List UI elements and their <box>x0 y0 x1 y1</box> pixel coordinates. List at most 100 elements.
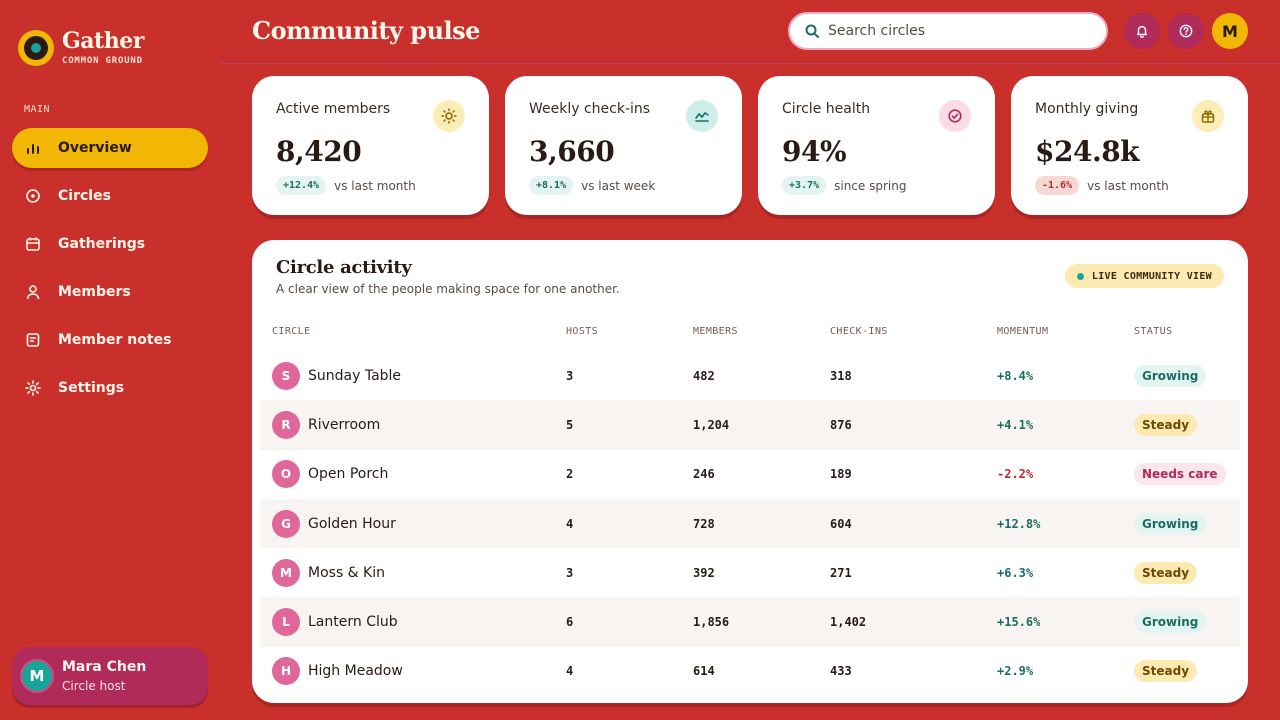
nav-section-label: MAIN <box>24 104 51 115</box>
circle-name[interactable]: Open Porch <box>308 466 389 483</box>
members-value: 1,204 <box>693 417 730 432</box>
sidebar-item-label: Overview <box>58 140 132 156</box>
column-header-checkins[interactable]: CHECK-INS <box>830 326 888 337</box>
sidebar-item-label: Circles <box>58 188 111 204</box>
circle-avatar: H <box>272 657 300 686</box>
bell-icon <box>1135 24 1149 38</box>
column-header-momentum[interactable]: MOMENTUM <box>997 326 1049 337</box>
delta-badge: -1.6% <box>1035 176 1080 195</box>
circle-avatar: L <box>272 608 300 637</box>
stat-compare: vs last month <box>334 178 416 193</box>
table-row[interactable]: O Open Porch 2 246 189 -2.2% Needs care <box>260 450 1240 499</box>
status-badge: Steady <box>1134 561 1198 584</box>
checkins-value: 876 <box>830 417 852 432</box>
table-row[interactable]: S Sunday Table 3 482 318 +8.4% Growing <box>260 351 1240 400</box>
circle-dot-icon <box>24 187 42 205</box>
members-value: 392 <box>693 565 715 580</box>
sidebar-item-settings[interactable]: Settings <box>12 368 208 408</box>
column-header-status[interactable]: STATUS <box>1134 326 1173 337</box>
delta-badge: +8.1% <box>529 176 574 195</box>
hosts-value: 4 <box>566 664 574 679</box>
circle-name[interactable]: High Meadow <box>308 663 403 680</box>
stat-card-weekly-checkins: Weekly check-ins 3,660 +8.1% vs last wee… <box>505 76 742 215</box>
delta-badge: +12.4% <box>276 176 327 195</box>
user-profile-card[interactable]: M Mara Chen Circle host <box>12 647 208 705</box>
notifications-button[interactable] <box>1124 13 1160 49</box>
live-dot-icon <box>1076 272 1084 280</box>
check-circle-icon <box>939 100 971 132</box>
circle-name[interactable]: Golden Hour <box>308 515 396 532</box>
stat-card-active-members: Active members 8,420 +12.4% vs last mont… <box>252 76 489 215</box>
table-row[interactable]: G Golden Hour 4 728 604 +12.8% Growing <box>260 498 1240 549</box>
account-avatar[interactable]: M <box>1212 13 1248 49</box>
brand-logo[interactable]: Gather COMMON GROUND <box>18 29 144 66</box>
momentum-value: +12.8% <box>997 516 1041 531</box>
avatar: M <box>20 659 54 693</box>
sun-icon <box>433 100 465 132</box>
status-badge: Growing <box>1134 364 1207 387</box>
table-row[interactable]: R Riverroom 5 1,204 876 +4.1% Steady <box>260 400 1240 450</box>
stat-compare: vs last month <box>1087 178 1169 193</box>
checkins-value: 271 <box>830 565 852 580</box>
circle-avatar: O <box>272 460 300 489</box>
momentum-value: +2.9% <box>997 664 1034 679</box>
circle-name[interactable]: Moss & Kin <box>308 564 385 581</box>
stat-label: Active members <box>276 101 391 117</box>
members-value: 246 <box>693 467 715 482</box>
column-header-hosts[interactable]: HOSTS <box>566 326 599 337</box>
sidebar-item-overview[interactable]: Overview <box>12 128 208 168</box>
help-icon <box>1179 24 1193 38</box>
sidebar: Gather COMMON GROUND MAIN Overview Circl… <box>0 0 220 720</box>
hosts-value: 6 <box>566 615 574 630</box>
activity-table-body: S Sunday Table 3 482 318 +8.4% Growing R Riverro… <box>260 351 1240 696</box>
help-button[interactable] <box>1168 13 1204 49</box>
stat-card-monthly-giving: Monthly giving $24.8k -1.6% vs last mont… <box>1011 76 1248 215</box>
circle-name[interactable]: Sunday Table <box>308 367 402 384</box>
page-title: Community pulse <box>252 16 480 45</box>
checkins-value: 189 <box>830 467 852 482</box>
sidebar-item-members[interactable]: Members <box>12 272 208 312</box>
momentum-value: +15.6% <box>997 615 1041 630</box>
status-badge: Steady <box>1134 413 1198 436</box>
circle-name[interactable]: Lantern Club <box>308 614 398 631</box>
sidebar-item-label: Gatherings <box>58 236 146 252</box>
circle-avatar: R <box>272 410 300 439</box>
circle-avatar: S <box>272 361 300 390</box>
column-header-circle[interactable]: CIRCLE <box>272 326 311 337</box>
person-icon <box>24 283 42 301</box>
hosts-value: 5 <box>566 417 574 432</box>
logo-mark-icon <box>18 30 54 66</box>
momentum-value: +4.1% <box>997 417 1034 432</box>
circle-name[interactable]: Riverroom <box>308 416 381 433</box>
note-icon <box>24 331 42 349</box>
stat-compare: since spring <box>834 178 907 193</box>
column-header-members[interactable]: MEMBERS <box>693 326 738 337</box>
user-name: Mara Chen <box>62 659 147 675</box>
circle-avatar: G <box>272 509 300 538</box>
status-badge: Steady <box>1134 660 1198 683</box>
live-view-badge: LIVE COMMUNITY VIEW <box>1064 264 1224 288</box>
checkins-value: 1,402 <box>830 615 867 630</box>
hosts-value: 2 <box>566 467 574 482</box>
search-box[interactable] <box>788 12 1108 50</box>
table-row[interactable]: L Lantern Club 6 1,856 1,402 +15.6% Growing <box>260 597 1240 647</box>
table-row[interactable]: H High Meadow 4 614 433 +2.9% Steady <box>260 647 1240 696</box>
checkins-value: 433 <box>830 664 852 679</box>
search-input[interactable] <box>828 23 1088 39</box>
stat-value: 8,420 <box>276 135 362 168</box>
sidebar-item-label: Settings <box>58 380 125 396</box>
table-header: CIRCLE HOSTS MEMBERS CHECK-INS MOMENTUM … <box>260 326 1240 338</box>
sidebar-item-circles[interactable]: Circles <box>12 176 208 216</box>
live-view-label: LIVE COMMUNITY VIEW <box>1091 270 1212 282</box>
stat-value: $24.8k <box>1035 135 1140 168</box>
stat-card-circle-health: Circle health 94% +3.7% since spring <box>758 76 995 215</box>
sidebar-item-gatherings[interactable]: Gatherings <box>12 224 208 264</box>
sidebar-item-member-notes[interactable]: Member notes <box>12 320 208 360</box>
table-row[interactable]: M Moss & Kin 3 392 271 +6.3% Steady <box>260 548 1240 597</box>
sidebar-nav: Overview Circles Gatherings Members Memb… <box>12 128 208 416</box>
stat-compare: vs last week <box>581 178 656 193</box>
panel-subtitle: A clear view of the people making space … <box>276 282 620 296</box>
user-role: Circle host <box>62 679 126 693</box>
delta-badge: +3.7% <box>782 176 827 195</box>
hosts-value: 3 <box>566 565 574 580</box>
